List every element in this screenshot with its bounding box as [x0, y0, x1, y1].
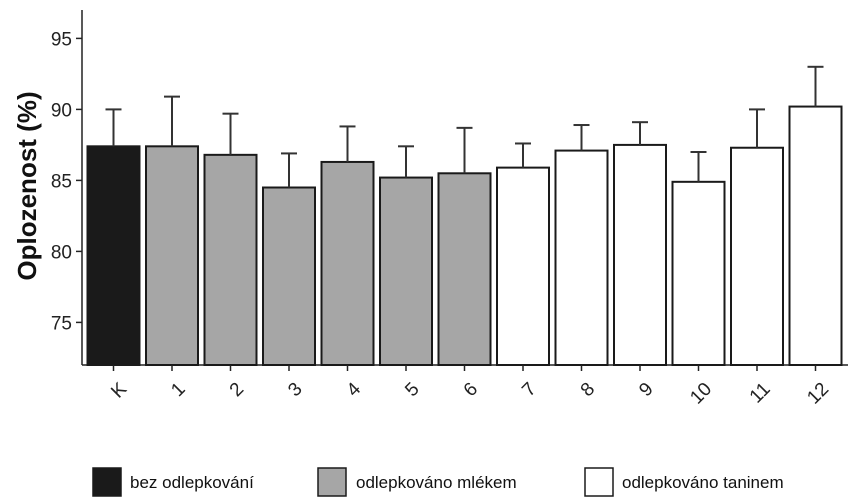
bar-7 [496, 166, 550, 366]
x-tick-label: 11 [746, 379, 775, 408]
x-tick-label: 9 [635, 379, 657, 401]
y-tick-label: 90 [51, 100, 72, 121]
bar-12 [788, 105, 843, 366]
x-tick-label: 8 [577, 379, 599, 401]
y-tick-labels: 75 80 85 90 95 [51, 29, 82, 334]
x-tick-label: 10 [686, 379, 716, 409]
bar-3 [262, 186, 316, 366]
legend: bez odlepkování odlepkováno mlékem odlepko… [92, 467, 784, 497]
bar-K [86, 145, 141, 366]
bar-5 [379, 176, 433, 366]
legend-swatch [92, 467, 122, 497]
bar-2 [203, 153, 258, 366]
legend-label: bez odlepkování [130, 473, 254, 492]
x-tick-label: 7 [518, 379, 540, 401]
y-tick-label: 85 [51, 171, 72, 192]
y-tick-label: 80 [51, 242, 72, 263]
x-tick-label: 3 [284, 379, 306, 401]
legend-swatch [317, 467, 347, 497]
bar-11 [730, 146, 784, 366]
y-axis-title: Oplozenost (%) [12, 91, 42, 280]
legend-label: odlepkováno mlékem [356, 473, 517, 492]
x-tick-label: 2 [226, 379, 248, 401]
legend-swatch [584, 467, 614, 497]
x-tick-label: K [107, 379, 131, 403]
legend-label: odlepkováno taninem [622, 473, 784, 492]
x-tick-label: 6 [460, 379, 482, 401]
bar-10 [671, 180, 726, 366]
y-tick-label: 95 [51, 29, 72, 50]
x-tick-label: 1 [167, 379, 189, 401]
bar-6 [437, 172, 492, 366]
bars [86, 105, 843, 366]
x-tick-label: 12 [803, 379, 833, 409]
bar-8 [554, 149, 609, 366]
error-bars [105, 65, 824, 188]
x-tick-label: 5 [401, 379, 423, 401]
bar-1 [145, 145, 199, 366]
y-tick-label: 75 [51, 313, 72, 334]
x-tick-label: 4 [343, 378, 366, 401]
bar-4 [320, 160, 375, 366]
bar-9 [613, 143, 667, 366]
x-tick-labels: K 1 2 3 4 5 6 7 8 9 10 11 12 [107, 365, 833, 409]
